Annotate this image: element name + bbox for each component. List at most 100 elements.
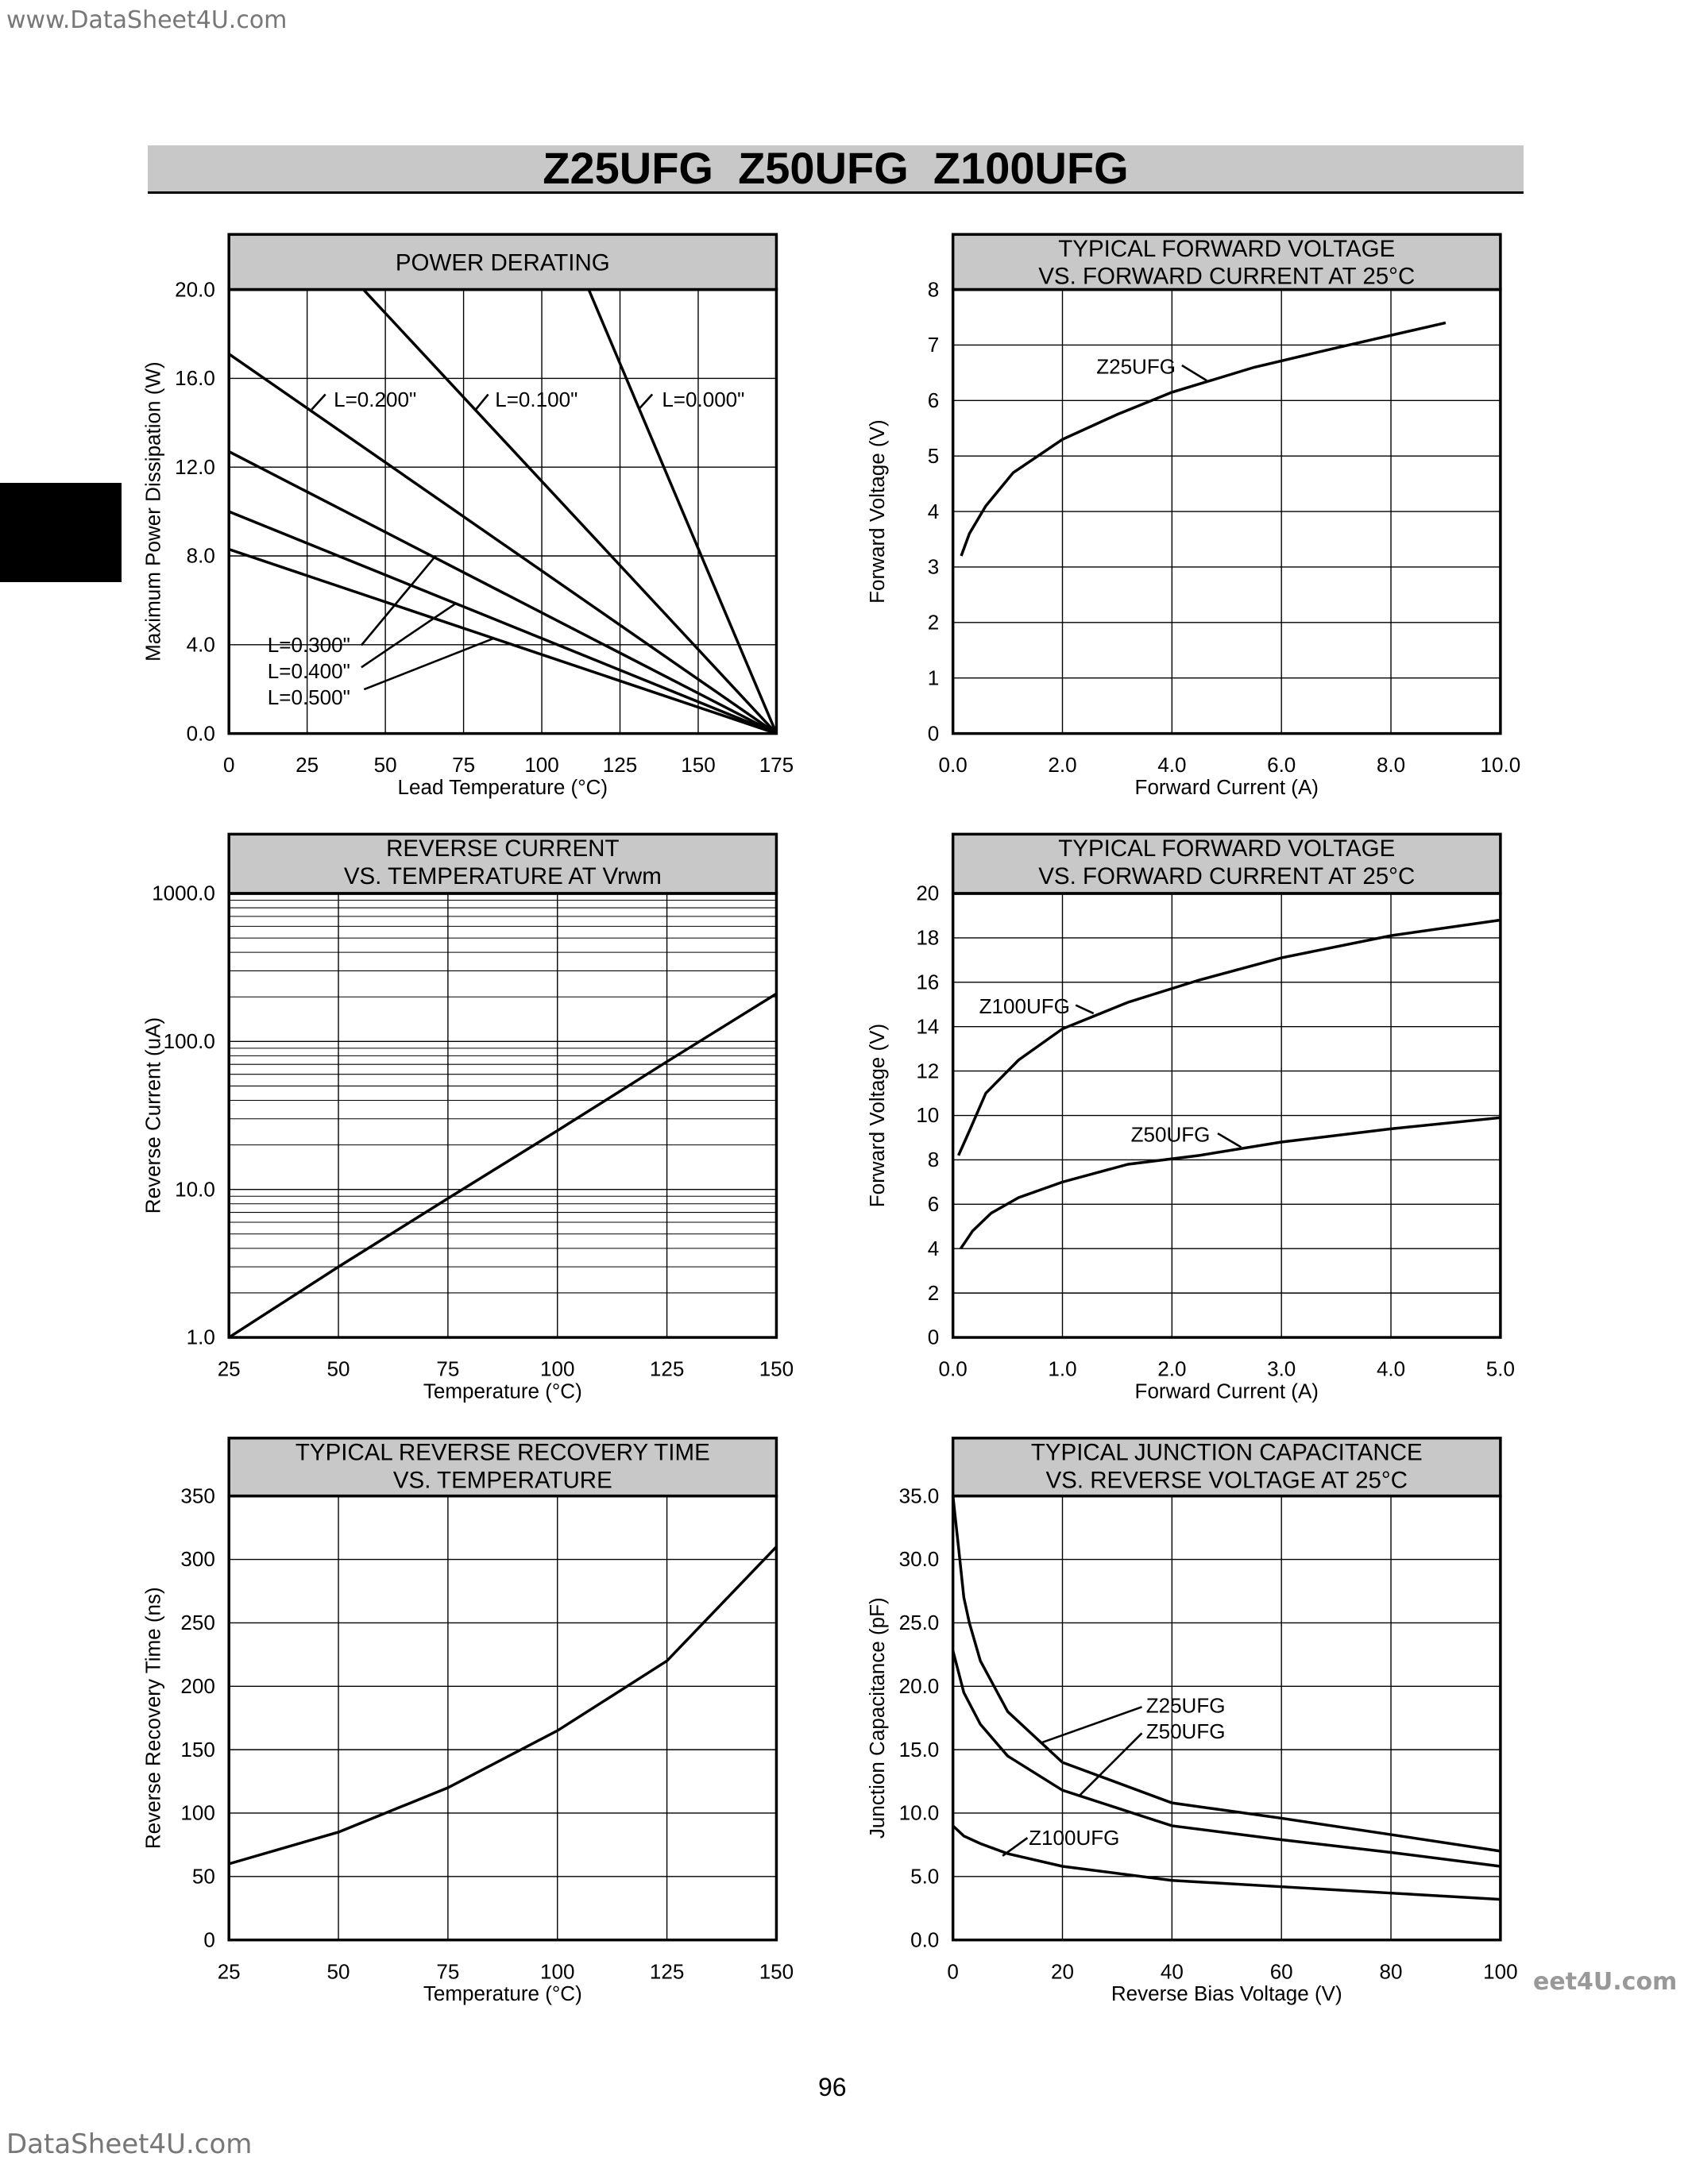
chart-title-line: VS. TEMPERATURE	[393, 1467, 612, 1493]
y-axis-label: Reverse Current (uA)	[141, 1017, 164, 1214]
x-tick-label: 50	[327, 1959, 350, 1983]
y-axis-label: Forward Voltage (V)	[865, 419, 889, 604]
series-line-z25ufg	[960, 321, 1447, 557]
chart-title-box	[227, 832, 778, 895]
y-tick-label: 6	[928, 1192, 939, 1216]
series-label: L=0.500"	[268, 685, 350, 709]
y-axis-label: Maximum Power Dissipation (W)	[141, 361, 164, 662]
side-tab	[0, 483, 122, 582]
series-label-leader	[637, 393, 654, 411]
series-label-leader	[1181, 364, 1207, 382]
y-tick-label: 2	[928, 1281, 939, 1305]
x-tick-label: 40	[1161, 1959, 1184, 1983]
series-line	[228, 1545, 778, 1866]
series-line	[228, 992, 778, 1339]
x-tick-label: 25	[218, 1959, 241, 1983]
y-tick-label: 18	[916, 926, 939, 950]
chart-title-line: VS. FORWARD CURRENT AT 25°C	[1038, 863, 1415, 889]
x-tick-label: 125	[603, 753, 637, 777]
x-tick-label: 25	[218, 1357, 241, 1381]
x-tick-label: 10.0	[1481, 753, 1521, 777]
y-tick-label: 0.0	[910, 1927, 939, 1951]
y-tick-label: 10	[916, 1103, 939, 1127]
chart-title: POWER DERATING	[396, 249, 610, 276]
x-tick-label: 20	[1051, 1959, 1074, 1983]
x-tick-label: 150	[681, 753, 715, 777]
series-label: Z25UFG	[1096, 354, 1176, 378]
series-label-leader	[1075, 1004, 1095, 1015]
y-tick-label: 0.0	[187, 721, 215, 745]
x-tick-label: 100	[540, 1357, 574, 1381]
series-label: L=0.300"	[268, 633, 350, 657]
y-tick-label: 4	[928, 1237, 939, 1260]
y-tick-label: 10.0	[899, 1801, 940, 1825]
series-label-leader	[360, 554, 437, 646]
y-tick-label: 7	[928, 333, 939, 357]
x-tick-label: 75	[436, 1959, 459, 1983]
y-tick-label: 8	[928, 1148, 939, 1171]
series-line-l0000	[587, 288, 778, 735]
chart-0: POWER DERATING 0.0 4.0 8.0 12.0 16.0 20.0 0 25 50…	[141, 233, 794, 799]
y-tick-label: 50	[192, 1865, 215, 1889]
chart-title-line: TYPICAL FORWARD VOLTAGE	[1058, 835, 1395, 862]
x-tick-label: 4.0	[1157, 753, 1186, 777]
series-label: Z25UFG	[1146, 1693, 1226, 1717]
x-tick-label: 25	[295, 753, 319, 777]
x-tick-label: 0	[223, 753, 234, 777]
y-tick-label: 100.0	[164, 1029, 215, 1053]
y-tick-label: 16.0	[175, 366, 215, 390]
chart-title-line: TYPICAL REVERSE RECOVERY TIME	[295, 1440, 710, 1466]
series-line-z100ufg	[952, 1824, 1501, 1901]
chart-title-box	[951, 233, 1502, 291]
x-tick-label: 3.0	[1267, 1357, 1296, 1381]
y-tick-label: 150	[180, 1738, 214, 1761]
series-label-leader	[1041, 1706, 1142, 1744]
chart-title-box	[951, 1437, 1502, 1498]
series-line-l0300	[228, 450, 778, 735]
y-tick-label: 100	[180, 1801, 214, 1825]
series-line-l0500	[228, 548, 777, 735]
x-tick-label: 50	[327, 1357, 350, 1381]
x-tick-label: 0.0	[939, 753, 968, 777]
y-tick-label: 4.0	[187, 632, 215, 656]
x-tick-label: 125	[650, 1357, 684, 1381]
series-label-leader	[474, 393, 489, 411]
series-label-leader	[1079, 1732, 1143, 1796]
y-tick-label: 20.0	[899, 1674, 940, 1698]
y-tick-label: 4	[928, 500, 939, 523]
chart-title-line: TYPICAL JUNCTION CAPACITANCE	[1031, 1440, 1423, 1466]
series-label: L=0.000"	[662, 388, 744, 411]
y-tick-label: 30.0	[899, 1547, 940, 1571]
series-label: Z50UFG	[1146, 1719, 1226, 1743]
plot-frame	[951, 287, 1502, 735]
y-tick-label: 8.0	[187, 544, 215, 568]
page-title: Z25UFG Z50UFG Z100UFG	[543, 143, 1129, 193]
x-tick-label: 1.0	[1048, 1357, 1076, 1381]
y-tick-label: 5	[928, 444, 939, 468]
series-label-leader	[361, 603, 456, 669]
y-tick-label: 35.0	[899, 1484, 940, 1507]
y-tick-label: 2	[928, 611, 939, 635]
x-tick-label: 100	[540, 1959, 574, 1983]
series-label-leader	[1002, 1837, 1029, 1857]
y-tick-label: 0	[928, 1325, 939, 1349]
series-label-leader	[311, 393, 326, 411]
series-label-leader	[1217, 1132, 1242, 1148]
x-tick-label: 2.0	[1157, 1357, 1186, 1381]
x-tick-label: 60	[1270, 1959, 1293, 1983]
y-tick-label: 1	[928, 666, 939, 689]
title-bar: Z25UFG Z50UFG Z100UFG	[148, 145, 1524, 194]
series-label: L=0.400"	[268, 659, 350, 683]
x-axis-label: Forward Current (A)	[1135, 775, 1319, 799]
chart-title-box	[951, 832, 1502, 895]
watermark-bottom-left: DataSheet4U.com	[6, 2128, 253, 2160]
y-tick-label: 1.0	[187, 1325, 215, 1349]
y-tick-label: 25.0	[899, 1611, 940, 1634]
watermark-right: eet4U.com	[1533, 1968, 1678, 1996]
watermark-top-left: www.DataSheet4U.com	[6, 6, 288, 34]
x-tick-label: 4.0	[1377, 1357, 1405, 1381]
y-axis-label: Junction Capacitance (pF)	[865, 1597, 889, 1839]
